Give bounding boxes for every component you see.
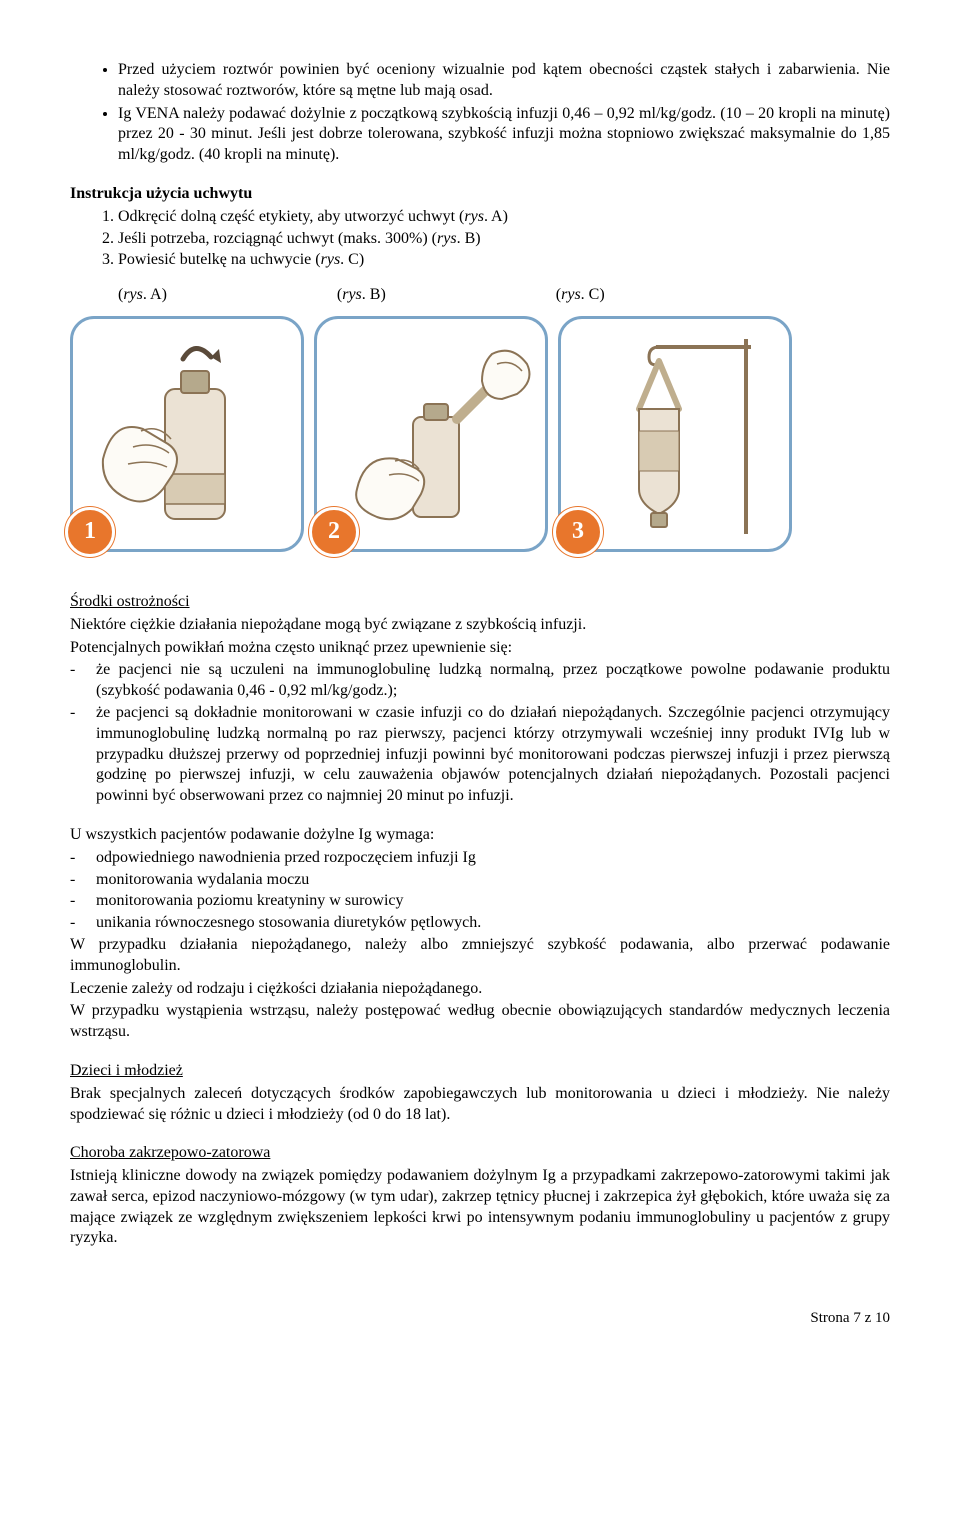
require-intro: U wszystkich pacjentów podawanie dożylne… [70,825,890,846]
list-item: -że pacjenci nie są uczuleni na immunogl… [70,660,890,702]
thrombo-title: Choroba zakrzepowo-zatorowa [70,1144,270,1161]
figure-label-c: (rys. C) [556,285,605,306]
thrombo-text: Istnieją kliniczne dowody na związek pom… [70,1166,890,1249]
after-require-3: W przypadku wystąpienia wstrząsu, należy… [70,1001,890,1043]
instruction-item: Jeśli potrzeba, rozciągnąć uchwyt (maks.… [118,229,890,250]
precautions-intro-2: Potencjalnych powikłań można często unik… [70,638,890,659]
list-item: -odpowiedniego nawodnienia przed rozpocz… [70,848,890,869]
top-bullet-list: Przed użyciem roztwór powinien być oceni… [70,60,890,166]
thrombo-block: Choroba zakrzepowo-zatorowa Istnieją kli… [70,1143,890,1249]
precautions-list: -że pacjenci nie są uczuleni na immunogl… [70,660,890,807]
panel-badge: 1 [65,507,115,557]
diagram-row: 1 2 [70,316,890,552]
requirements-block: U wszystkich pacjentów podawanie dożylne… [70,825,890,1043]
diagram-panel-2: 2 [314,316,548,552]
panel-badge: 3 [553,507,603,557]
precautions-title: Środki ostrożności [70,593,190,610]
bullet-item: Ig VENA należy podawać dożylnie z począt… [118,104,890,166]
after-require-2: Leczenie zależy od rodzaju i ciężkości d… [70,979,890,1000]
after-require-1: W przypadku działania niepożądanego, nal… [70,935,890,977]
bullet-item: Przed użyciem roztwór powinien być oceni… [118,60,890,102]
precautions-intro-1: Niektóre ciężkie działania niepożądane m… [70,615,890,636]
figure-label-b: (rys. B) [337,285,386,306]
children-text: Brak specjalnych zaleceń dotyczących śro… [70,1084,890,1126]
instruction-list: Odkręcić dolną część etykiety, aby utwor… [70,207,890,271]
instruction-item: Odkręcić dolną część etykiety, aby utwor… [118,207,890,228]
figure-label-a: (rys. A) [118,285,167,306]
panel-badge: 2 [309,507,359,557]
list-item: -monitorowania poziomu kreatyniny w suro… [70,891,890,912]
figure-labels-row: (rys. A) (rys. B) (rys. C) [118,285,890,306]
list-item: -że pacjenci są dokładnie monitorowani w… [70,703,890,807]
diagram-panel-3: 3 [558,316,792,552]
diagram-panel-1: 1 [70,316,304,552]
page-footer: Strona 7 z 10 [70,1309,890,1329]
require-list: -odpowiedniego nawodnienia przed rozpocz… [70,848,890,934]
children-title: Dzieci i młodzież [70,1062,183,1079]
children-block: Dzieci i młodzież Brak specjalnych zalec… [70,1061,890,1125]
list-item: -monitorowania wydalania moczu [70,870,890,891]
list-item: -unikania równoczesnego stosowania diure… [70,913,890,934]
instruction-title: Instrukcja użycia uchwytu [70,184,890,205]
precautions-block: Środki ostrożności Niektóre ciężkie dzia… [70,592,890,807]
instruction-item: Powiesić butelkę na uchwycie (rys. C) [118,250,890,271]
